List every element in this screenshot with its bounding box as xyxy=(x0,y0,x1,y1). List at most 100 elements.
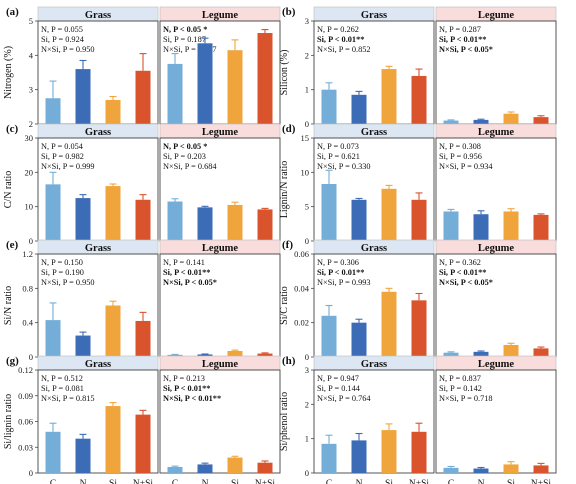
bar-si xyxy=(227,457,243,473)
stat-line: N×Si, P < 0.05* xyxy=(163,278,217,287)
bar-n xyxy=(75,69,91,124)
bar-si xyxy=(381,430,397,473)
bar-n-si xyxy=(533,465,549,473)
plot-frame xyxy=(159,369,281,474)
y-axis-label: Si/phenol ratio xyxy=(279,392,290,451)
stat-line: N×Si, P = 0.684 xyxy=(163,162,217,171)
stat-line: N, P = 0.055 xyxy=(41,25,83,34)
panel-letter: (g) xyxy=(6,355,19,367)
x-tick-label: N xyxy=(356,479,363,484)
bar-si xyxy=(227,350,243,357)
plot-frame xyxy=(37,369,159,474)
panel-letter: (b) xyxy=(282,6,296,18)
stat-line: Si, P < 0.01** xyxy=(317,35,364,44)
stat-line: N×Si, P = 0.950 xyxy=(41,278,95,287)
y-tick-label: 0 xyxy=(29,236,33,246)
stat-line: N×Si, P < 0.01** xyxy=(163,394,221,403)
stat-line: N, P = 0.054 xyxy=(41,142,84,151)
panel-title: Legume xyxy=(478,10,515,21)
stat-line: N, P = 0.308 xyxy=(439,142,481,151)
panel-title: Legume xyxy=(202,243,239,254)
bar-n-si xyxy=(411,75,427,124)
x-tick-label: C xyxy=(172,479,178,484)
panel-title: Grass xyxy=(85,359,111,370)
stat-line: Si, P < 0.01** xyxy=(439,268,486,277)
stat-line: N×Si, P = 0.330 xyxy=(317,162,371,171)
bar-si xyxy=(105,186,121,241)
bar-n xyxy=(351,440,367,473)
stat-line: N, P = 0.073 xyxy=(317,142,359,151)
bar-n-si xyxy=(135,414,151,473)
stat-line: N, P = 0.947 xyxy=(317,374,359,383)
y-axis-label: Silicon (%) xyxy=(279,50,290,96)
bar-n-si xyxy=(411,300,427,357)
y-tick-label: 0.12 xyxy=(18,365,33,375)
bar-n-si xyxy=(411,431,427,473)
bar-n xyxy=(197,43,213,124)
y-tick-label: 30 xyxy=(25,133,34,143)
y-tick-label: 3 xyxy=(29,85,33,95)
x-tick-label: N+Si xyxy=(133,479,154,484)
bar-n xyxy=(75,438,91,473)
bar-si xyxy=(503,344,519,357)
y-axis-label: Si/N ratio xyxy=(3,286,14,325)
y-tick-label: 10 xyxy=(301,167,310,177)
stat-line: Si, P = 0.924 xyxy=(41,35,85,44)
panel-title: Grass xyxy=(361,127,387,138)
y-axis-label: Nitrogen (%) xyxy=(3,46,14,99)
stat-line: N×Si, P = 0.815 xyxy=(41,394,95,403)
stat-line: N×Si, P < 0.05* xyxy=(439,45,493,54)
bar-n-si xyxy=(533,348,549,357)
y-tick-label: 2 xyxy=(29,119,33,129)
stat-line: N, P = 0.306 xyxy=(317,258,359,267)
x-tick-label: N xyxy=(478,479,485,484)
bar-si xyxy=(105,305,121,357)
panel-title: Grass xyxy=(85,10,111,21)
bar-c xyxy=(321,443,337,473)
bar-n xyxy=(197,464,213,473)
x-tick-label: C xyxy=(326,479,332,484)
bar-c xyxy=(167,201,183,241)
panel-title: Legume xyxy=(478,243,515,254)
bar-n-si xyxy=(257,33,273,125)
y-tick-label: 0.09 xyxy=(18,391,33,401)
bar-n xyxy=(473,351,489,357)
panel-letter: (h) xyxy=(282,355,296,367)
stat-line: N, P = 0.287 xyxy=(439,25,481,34)
panel-letter: (f) xyxy=(282,239,293,251)
bar-c xyxy=(45,184,61,241)
x-tick-label: Si xyxy=(507,479,515,484)
stat-line: N×Si, P = 0.999 xyxy=(41,162,95,171)
panel-title: Legume xyxy=(478,359,515,370)
bar-n-si xyxy=(135,199,151,241)
panel-letter: (a) xyxy=(6,6,19,18)
y-tick-label: 1 xyxy=(305,85,309,95)
y-tick-label: 0.03 xyxy=(18,442,33,452)
panel-letter: (e) xyxy=(6,239,19,251)
y-tick-label: 10 xyxy=(25,202,34,212)
bar-n xyxy=(75,198,91,241)
stat-line: N×Si, P = 0.934 xyxy=(439,162,493,171)
bar-n-si xyxy=(411,199,427,241)
stat-line: N, P < 0.05 * xyxy=(163,142,207,151)
stat-line: Si, P < 0.01** xyxy=(163,384,210,393)
bar-n-si xyxy=(257,462,273,473)
stat-line: N×Si, P = 0.718 xyxy=(439,394,493,403)
bar-n-si xyxy=(135,320,151,357)
bar-si xyxy=(503,211,519,241)
bar-n xyxy=(351,322,367,357)
stat-line: Si, P = 0.203 xyxy=(163,152,206,161)
bar-n xyxy=(473,119,489,124)
stat-line: Si, P = 0.982 xyxy=(41,152,84,161)
plot-frame xyxy=(435,369,557,474)
stat-line: N, P = 0.262 xyxy=(317,25,359,34)
stat-line: N, P = 0.213 xyxy=(163,374,205,383)
y-tick-label: 5 xyxy=(305,202,309,212)
